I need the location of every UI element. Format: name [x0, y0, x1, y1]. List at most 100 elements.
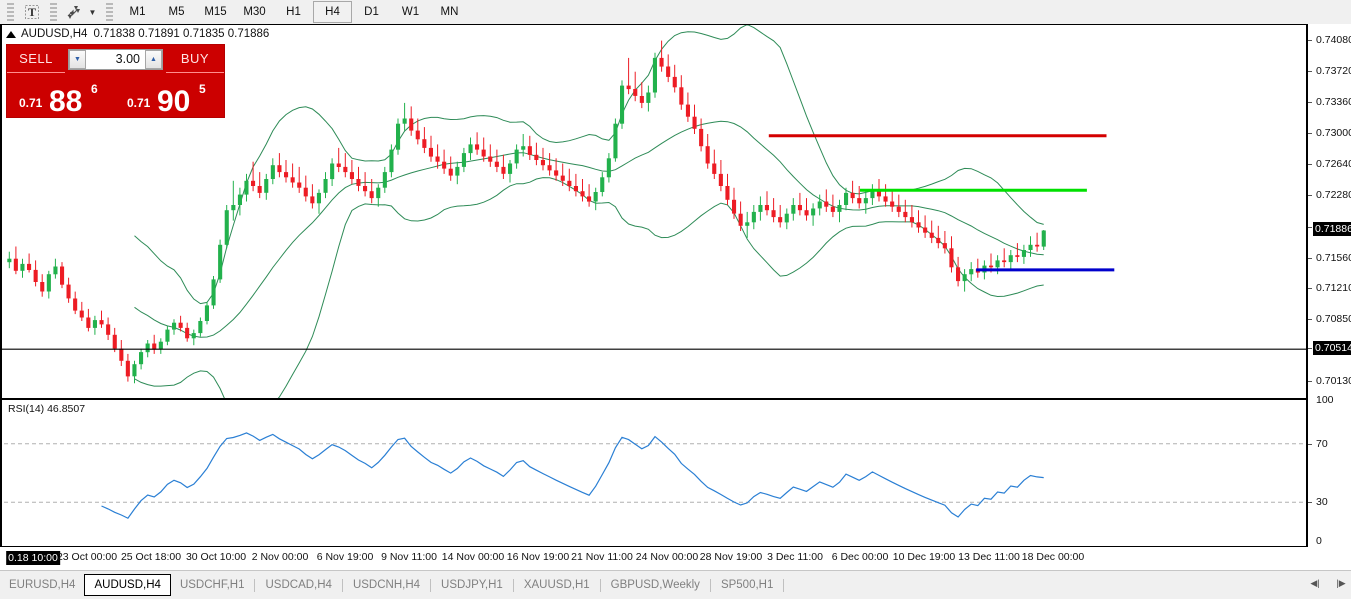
rsi-axis-label: 70	[1316, 437, 1328, 450]
price-axis-label: 0.73000	[1316, 127, 1351, 140]
rsi-axis-label: 100	[1316, 394, 1334, 406]
symbol-header: AUDUSD,H4 0.71838 0.71891 0.71835 0.7188…	[6, 28, 269, 40]
time-axis-label: 3 Dec 11:00	[767, 551, 823, 563]
price-axis-tick	[1308, 39, 1312, 41]
chart-tab-usdcnh[interactable]: USDCNH,H4	[352, 579, 421, 591]
toolbar-grip-3[interactable]	[106, 3, 113, 21]
price-axis-label: 0.71210	[1316, 281, 1351, 294]
price-axis-label: 0.70130	[1316, 375, 1351, 388]
timeframe-d1[interactable]: D1	[364, 6, 379, 18]
time-axis-label: 9 Nov 11:00	[381, 551, 437, 563]
time-axis-label: 28 Nov 19:00	[699, 551, 763, 563]
toolbar-grip-1[interactable]	[7, 3, 14, 21]
time-axis-label: 23 Oct 00:00	[56, 551, 118, 563]
price-axis-tick	[1308, 195, 1312, 197]
price-axis-tick	[1308, 101, 1312, 103]
chart-toolbar: T ▼ M1 M5 M15 M30 H1 H4 D1 W1 MN	[0, 0, 1351, 25]
rsi-indicator-pane[interactable]: RSI(14) 46.8507	[0, 398, 1306, 547]
timeframe-h1[interactable]: H1	[286, 6, 301, 18]
tab-divider	[783, 579, 785, 592]
time-axis-label: 10 Dec 19:00	[892, 551, 956, 563]
scroll-left-icon[interactable]: ◀|	[1310, 577, 1320, 588]
timeframe-m15[interactable]: M15	[204, 6, 227, 18]
buy-button[interactable]: BUY	[166, 46, 224, 73]
trade-panel-top-row: SELL ▼ 3.00 ▲ BUY	[7, 45, 224, 73]
symbol-ohlc: 0.71838 0.71891 0.71835 0.71886	[93, 28, 270, 40]
timeframe-m1[interactable]: M1	[129, 6, 146, 18]
time-axis-label: 24 Nov 00:00	[635, 551, 699, 563]
rsi-axis-label: 0	[1316, 535, 1322, 547]
chart-area: AUDUSD,H4 0.71838 0.71891 0.71835 0.7188…	[0, 24, 1351, 570]
buy-price-fraction: 5	[199, 82, 206, 96]
scroll-right-icon[interactable]: |▶	[1336, 577, 1346, 588]
chart-tab-xauusd[interactable]: XAUUSD,H1	[523, 579, 590, 591]
timeframe-w1[interactable]: W1	[401, 6, 420, 18]
price-axis-label: 0.70514	[1313, 341, 1351, 356]
buy-price-box[interactable]: 0.71 90 5	[117, 73, 222, 118]
chart-tab-sp500[interactable]: SP500,H1	[720, 579, 774, 591]
timeframe-m5[interactable]: M5	[168, 6, 185, 18]
tabs-scroll-controls: ◀| |▶	[1309, 575, 1347, 591]
time-axis: 0.18 10:00 23 Oct 00:00 25 Oct 18:00 30 Oct…	[0, 547, 1306, 570]
rsi-axis-tick	[1308, 502, 1312, 504]
sell-price-prefix: 0.71	[19, 96, 43, 110]
timeframe-h4[interactable]: H4	[313, 1, 352, 23]
rsi-axis-tick	[1308, 443, 1312, 445]
price-axis-tick	[1308, 70, 1312, 72]
price-axis-tick	[1308, 226, 1312, 228]
chart-tab-gbpusd[interactable]: GBPUSD,Weekly	[610, 579, 700, 591]
volume-decrease-icon[interactable]: ▼	[69, 49, 86, 69]
price-axis-label: 0.72640	[1316, 158, 1351, 171]
tab-divider	[599, 579, 601, 592]
tab-divider	[430, 579, 432, 592]
sell-button[interactable]: SELL	[7, 46, 65, 73]
price-axis-tick	[1308, 133, 1312, 135]
svg-text:T: T	[28, 5, 36, 19]
price-axis-tick	[1308, 287, 1312, 289]
time-axis-label: 25 Oct 18:00	[120, 551, 182, 563]
toolbar-grip-2[interactable]	[50, 3, 57, 21]
volume-stepper[interactable]: ▼ 3.00 ▲	[68, 48, 163, 70]
trade-panel-prices: 0.71 88 6 0.71 90 5	[7, 73, 224, 117]
time-axis-label: 30 Oct 10:00	[185, 551, 247, 563]
timeframe-m30[interactable]: M30	[243, 6, 266, 18]
time-axis-label: 18 Dec 00:00	[1021, 551, 1085, 563]
price-axis-label: 0.73360	[1316, 95, 1351, 108]
price-axis-label: 0.71560	[1316, 251, 1351, 264]
timeframe-mn[interactable]: MN	[440, 6, 459, 18]
price-axis-label: 0.70850	[1316, 313, 1351, 326]
tab-divider	[512, 579, 514, 592]
current-time-label: 0.18 10:00	[6, 551, 60, 565]
price-axis[interactable]: 0.74080 0.73720 0.73360 0.73000 0.72640 0.722…	[1306, 24, 1351, 547]
chart-tab-audusd[interactable]: AUDUSD,H4	[84, 574, 171, 596]
sell-price-box[interactable]: 0.71 88 6	[9, 73, 114, 118]
volume-input[interactable]: 3.00	[115, 52, 140, 66]
volume-increase-icon[interactable]: ▲	[145, 49, 162, 69]
current-price-label: 0.71886	[1313, 222, 1351, 237]
indicators-icon[interactable]	[64, 1, 86, 23]
chart-tab-usdchf[interactable]: USDCHF,H1	[179, 579, 245, 591]
buy-price-main: 90	[157, 85, 191, 118]
chart-tab-usdjpy[interactable]: USDJPY,H1	[441, 579, 503, 591]
time-axis-label: 16 Nov 19:00	[506, 551, 570, 563]
rsi-axis-label: 30	[1316, 496, 1328, 509]
chart-tab-eurusd[interactable]: EURUSD,H4	[9, 579, 76, 591]
chart-tab-usdcad[interactable]: USDCAD,H4	[265, 579, 332, 591]
price-chart-canvas	[2, 25, 1306, 398]
tab-divider	[709, 579, 711, 592]
text-tool-icon[interactable]: T	[21, 1, 43, 23]
tab-divider	[254, 579, 256, 592]
price-axis-tick	[1308, 164, 1312, 166]
rsi-label: RSI(14) 46.8507	[8, 403, 86, 415]
sell-price-fraction: 6	[91, 82, 98, 96]
time-axis-label: 21 Nov 11:00	[571, 551, 633, 563]
time-axis-label: 2 Nov 00:00	[251, 551, 309, 563]
price-axis-label: 0.73720	[1316, 64, 1351, 77]
indicators-dropdown-icon[interactable]: ▼	[88, 7, 97, 17]
price-axis-tick	[1308, 257, 1312, 259]
price-chart-pane[interactable]	[0, 24, 1306, 398]
price-axis-label: 0.72280	[1316, 189, 1351, 202]
sell-price-main: 88	[49, 85, 83, 118]
one-click-trading-panel[interactable]: SELL ▼ 3.00 ▲ BUY 0.71 88 6 0.71 90 5	[6, 44, 225, 118]
